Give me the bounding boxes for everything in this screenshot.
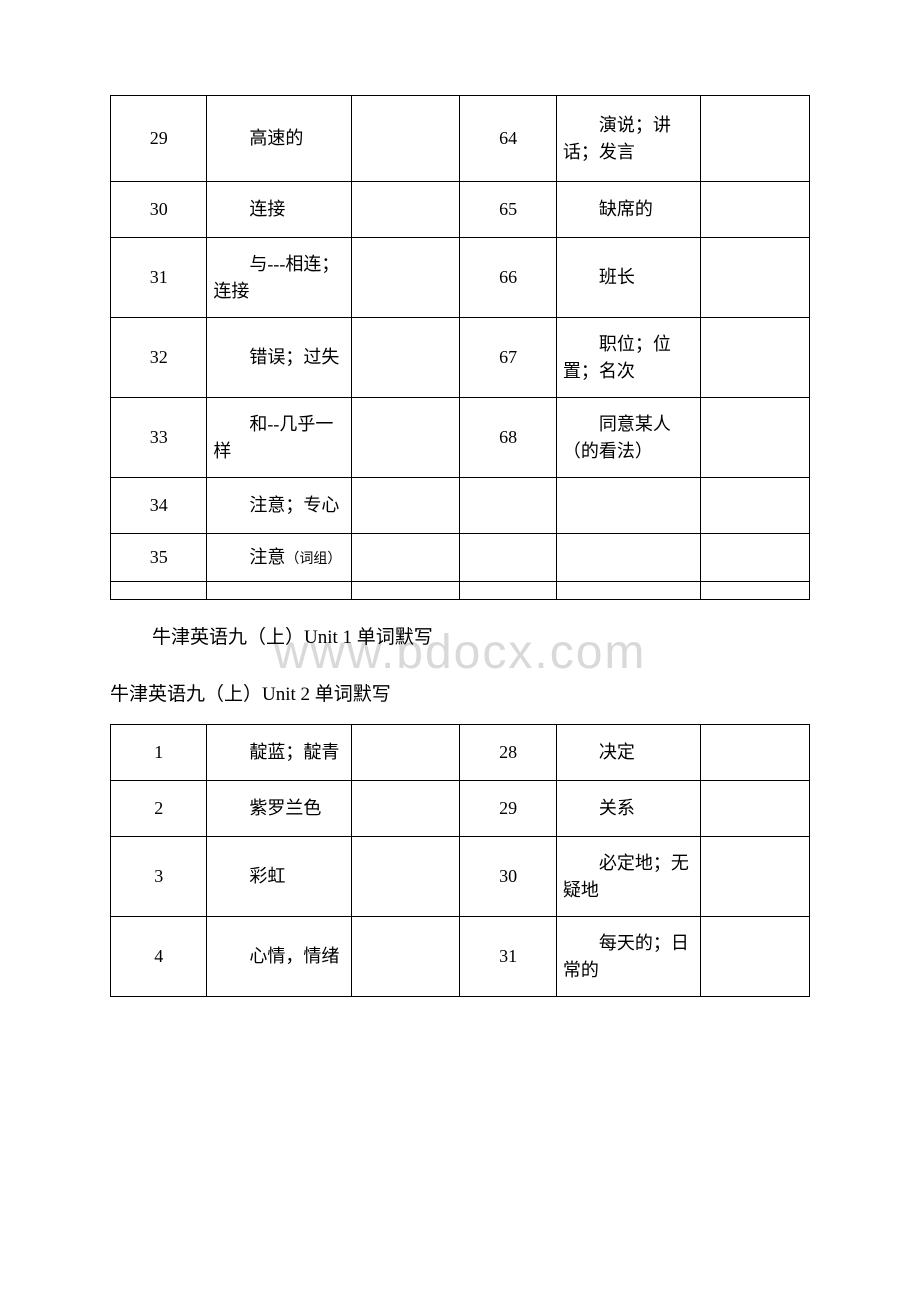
row-number: 64 xyxy=(460,96,556,182)
word-definition: 每天的；日常的 xyxy=(556,917,701,997)
table-row: 30 连接 65 缺席的 xyxy=(111,182,810,238)
table-subtitle-2: 牛津英语九（上）Unit 2 单词默写 xyxy=(110,679,810,706)
blank-cell xyxy=(701,478,810,534)
row-number: 29 xyxy=(460,781,556,837)
blank-cell xyxy=(701,238,810,318)
blank-cell xyxy=(352,238,460,318)
word-definition: 关系 xyxy=(556,781,701,837)
blank-cell xyxy=(701,182,810,238)
word-definition: 决定 xyxy=(556,725,701,781)
table-row: 31 与---相连；连接 66 班长 xyxy=(111,238,810,318)
blank-cell xyxy=(352,318,460,398)
word-definition: 高速的 xyxy=(207,96,352,182)
blank-cell xyxy=(352,478,460,534)
blank-cell xyxy=(352,582,460,600)
blank-cell xyxy=(352,398,460,478)
word-definition: 演说；讲话；发言 xyxy=(556,96,701,182)
word-definition: 紫罗兰色 xyxy=(207,781,352,837)
row-number xyxy=(460,478,556,534)
row-number: 34 xyxy=(111,478,207,534)
table-row: 29 高速的 64 演说；讲话；发言 xyxy=(111,96,810,182)
row-number: 35 xyxy=(111,534,207,582)
blank-cell xyxy=(352,917,460,997)
row-number: 31 xyxy=(111,238,207,318)
table-row: 35 注意（词组） xyxy=(111,534,810,582)
blank-cell xyxy=(701,725,810,781)
row-number: 30 xyxy=(460,837,556,917)
blank-cell xyxy=(352,781,460,837)
row-number: 4 xyxy=(111,917,207,997)
word-definition: 靛蓝；靛青 xyxy=(207,725,352,781)
word-definition: 心情，情绪 xyxy=(207,917,352,997)
word-definition: 错误；过失 xyxy=(207,318,352,398)
row-number: 33 xyxy=(111,398,207,478)
word-definition xyxy=(556,582,701,600)
table-row: 33 和--几乎一样 68 同意某人（的看法） xyxy=(111,398,810,478)
row-number: 3 xyxy=(111,837,207,917)
table-row: 4 心情，情绪 31 每天的；日常的 xyxy=(111,917,810,997)
blank-cell xyxy=(701,534,810,582)
blank-cell xyxy=(701,582,810,600)
row-number: 32 xyxy=(111,318,207,398)
row-number: 1 xyxy=(111,725,207,781)
table-row: 32 错误；过失 67 职位；位置；名次 xyxy=(111,318,810,398)
word-definition xyxy=(207,582,352,600)
row-number: 29 xyxy=(111,96,207,182)
blank-cell xyxy=(352,837,460,917)
row-number: 66 xyxy=(460,238,556,318)
word-definition: 连接 xyxy=(207,182,352,238)
blank-cell xyxy=(701,917,810,997)
word-definition: 与---相连；连接 xyxy=(207,238,352,318)
row-number: 67 xyxy=(460,318,556,398)
blank-cell xyxy=(352,182,460,238)
blank-cell xyxy=(701,837,810,917)
table-row xyxy=(111,582,810,600)
word-definition: 和--几乎一样 xyxy=(207,398,352,478)
word-definition: 缺席的 xyxy=(556,182,701,238)
word-definition xyxy=(556,534,701,582)
vocabulary-table-1: 29 高速的 64 演说；讲话；发言 30 连接 65 缺席的 31 与---相… xyxy=(110,95,810,600)
row-number xyxy=(111,582,207,600)
row-number: 30 xyxy=(111,182,207,238)
word-definition: 注意（词组） xyxy=(207,534,352,582)
blank-cell xyxy=(352,534,460,582)
table-row: 3 彩虹 30 必定地；无疑地 xyxy=(111,837,810,917)
row-number: 31 xyxy=(460,917,556,997)
row-number: 28 xyxy=(460,725,556,781)
blank-cell xyxy=(701,398,810,478)
table-row: 34 注意；专心 xyxy=(111,478,810,534)
row-number: 68 xyxy=(460,398,556,478)
table-caption-1: 牛津英语九（上）Unit 1 单词默写 xyxy=(152,622,810,649)
table-row: 1 靛蓝；靛青 28 决定 xyxy=(111,725,810,781)
word-definition: 同意某人（的看法） xyxy=(556,398,701,478)
vocabulary-table-2: 1 靛蓝；靛青 28 决定 2 紫罗兰色 29 关系 3 彩虹 30 必定地；无… xyxy=(110,724,810,997)
table-row: 2 紫罗兰色 29 关系 xyxy=(111,781,810,837)
word-definition: 必定地；无疑地 xyxy=(556,837,701,917)
word-definition: 职位；位置；名次 xyxy=(556,318,701,398)
word-definition: 彩虹 xyxy=(207,837,352,917)
word-definition xyxy=(556,478,701,534)
word-definition: 班长 xyxy=(556,238,701,318)
blank-cell xyxy=(701,318,810,398)
blank-cell xyxy=(352,96,460,182)
row-number xyxy=(460,582,556,600)
row-number xyxy=(460,534,556,582)
word-definition: 注意；专心 xyxy=(207,478,352,534)
blank-cell xyxy=(701,96,810,182)
row-number: 2 xyxy=(111,781,207,837)
blank-cell xyxy=(352,725,460,781)
blank-cell xyxy=(701,781,810,837)
row-number: 65 xyxy=(460,182,556,238)
content-wrapper: 29 高速的 64 演说；讲话；发言 30 连接 65 缺席的 31 与---相… xyxy=(110,95,810,997)
